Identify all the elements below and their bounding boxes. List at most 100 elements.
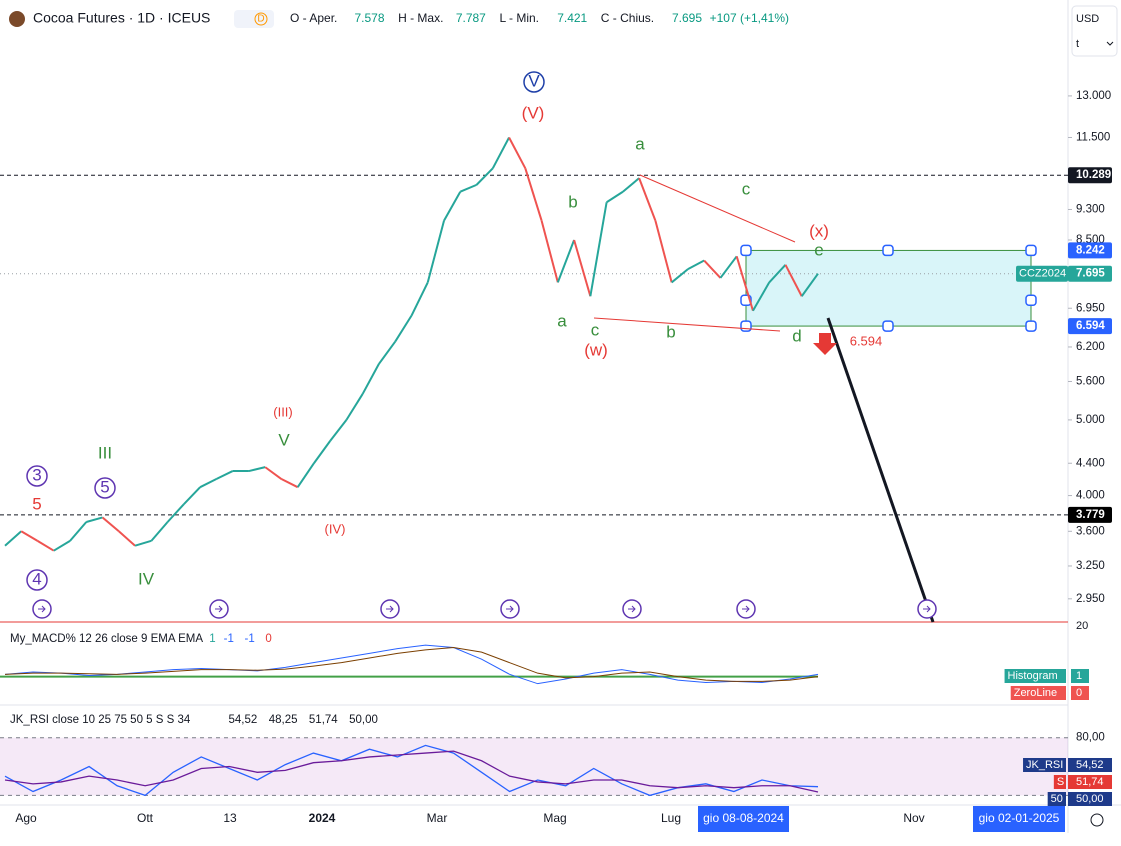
y-tick-label: 3.600 <box>1076 525 1105 537</box>
currency-selector[interactable] <box>1071 5 1118 57</box>
price-segment <box>394 315 413 343</box>
wave-label: c <box>742 179 751 198</box>
wave-circle <box>26 465 48 487</box>
price-segment <box>69 521 88 542</box>
price-segment <box>475 167 494 186</box>
legend-value-box <box>1071 669 1089 683</box>
rsi-reading: 48,25 <box>269 714 298 726</box>
price-label-box <box>1068 242 1112 259</box>
wave-label: 6.594 <box>850 333 883 348</box>
box-handle[interactable] <box>1025 244 1037 257</box>
y-tick-label: 13.000 <box>1076 90 1111 102</box>
y-tick-label: 5.000 <box>1076 414 1105 426</box>
x-tick-label: Ago <box>15 811 37 825</box>
macd-param: -1 <box>224 633 234 645</box>
price-segment <box>199 478 217 489</box>
box-handle[interactable] <box>1025 294 1037 307</box>
legend-name: 50 <box>1051 793 1063 805</box>
box-handle[interactable] <box>740 320 752 332</box>
ohlc-label: O - Aper. <box>290 11 337 25</box>
y-tick-label: 2.950 <box>1076 593 1105 605</box>
price-label-box <box>1068 506 1112 523</box>
legend-value-box <box>1068 758 1112 772</box>
wave-label: a <box>635 134 645 153</box>
legend-value-box <box>1068 775 1112 789</box>
price-segment <box>638 177 657 221</box>
box-handle[interactable] <box>882 320 894 332</box>
price-segment <box>329 419 348 442</box>
price-segment <box>491 137 510 169</box>
price-segment <box>752 281 771 312</box>
event-icon-arrow <box>386 605 394 613</box>
price-segment <box>589 202 608 297</box>
wave-label: b <box>666 322 675 341</box>
crosshair-label-box <box>973 806 1065 832</box>
box-handle[interactable] <box>1025 320 1037 332</box>
wave-label: (III) <box>273 404 293 419</box>
price-label: 6.594 <box>1076 320 1105 332</box>
price-label: 7.695 <box>1076 268 1105 280</box>
event-icon-arrow <box>215 605 223 613</box>
price-segment <box>183 486 201 505</box>
price-segment <box>86 516 103 523</box>
trend-line <box>593 317 781 332</box>
wave-label: d <box>792 326 801 345</box>
dropdown-icon <box>1106 41 1114 46</box>
price-segment <box>671 268 689 284</box>
price-segment <box>20 530 39 542</box>
price-segment <box>540 220 559 283</box>
macd-title: My_MACD% 12 26 close 9 EMA EMA <box>10 633 203 645</box>
price-segment <box>426 220 445 283</box>
price-segment <box>134 539 152 547</box>
price-label: 3.779 <box>1076 509 1105 521</box>
legend-name: Histogram <box>1008 670 1058 682</box>
price-segment <box>118 530 136 547</box>
ohlc-value: 7.787 <box>456 11 486 25</box>
unit: t <box>1076 38 1079 50</box>
price-segment <box>556 239 576 283</box>
price-segment <box>166 503 185 523</box>
ohlc-label: H - Max. <box>398 11 443 25</box>
box-handle[interactable] <box>740 244 752 257</box>
event-icon-arrow <box>628 605 636 613</box>
price-segment <box>296 462 315 488</box>
x-tick-label: 13 <box>223 811 237 825</box>
price-segment <box>215 470 234 480</box>
wave-label: e <box>814 240 823 259</box>
macd-param: -1 <box>245 633 255 645</box>
macd-line <box>4 644 819 685</box>
wave-circle <box>94 477 116 499</box>
badge-ring <box>254 12 268 26</box>
legend-value: 1 <box>1076 670 1082 682</box>
event-icon-arrow <box>506 605 514 613</box>
x-tick-label: Ott <box>137 811 154 825</box>
price-segment <box>784 264 803 297</box>
x-tick-label: 2024 <box>309 811 336 825</box>
legend-name: S <box>1057 776 1064 788</box>
price-segment <box>606 190 624 204</box>
price-segment <box>443 191 462 222</box>
wave-label: (IV) <box>325 521 346 536</box>
price-label-box <box>1068 167 1112 184</box>
wave-label: IV <box>138 569 155 588</box>
rsi-band <box>0 737 1068 796</box>
settings-icon[interactable] <box>1090 813 1104 827</box>
x-tick-label: Nov <box>903 811 924 825</box>
x-tick-label: Lug <box>661 811 681 825</box>
wave-label: V <box>278 430 290 449</box>
price-segment <box>524 168 543 221</box>
y-tick-label: 4.000 <box>1076 490 1105 502</box>
wave-circle <box>26 569 48 591</box>
y-tick-label: 5.600 <box>1076 376 1105 388</box>
crosshair-label: gio 02-01-2025 <box>979 811 1060 825</box>
price-segment <box>37 539 55 552</box>
wave-circle <box>523 71 545 93</box>
price-segment <box>508 137 527 169</box>
price-label: 8.242 <box>1076 244 1105 256</box>
badge-box[interactable] <box>234 10 274 28</box>
box-handle[interactable] <box>882 244 894 257</box>
ohlc-label: C - Chius. <box>601 11 654 25</box>
y-tick-label: 6.200 <box>1076 341 1105 353</box>
rsi-line <box>4 750 819 793</box>
